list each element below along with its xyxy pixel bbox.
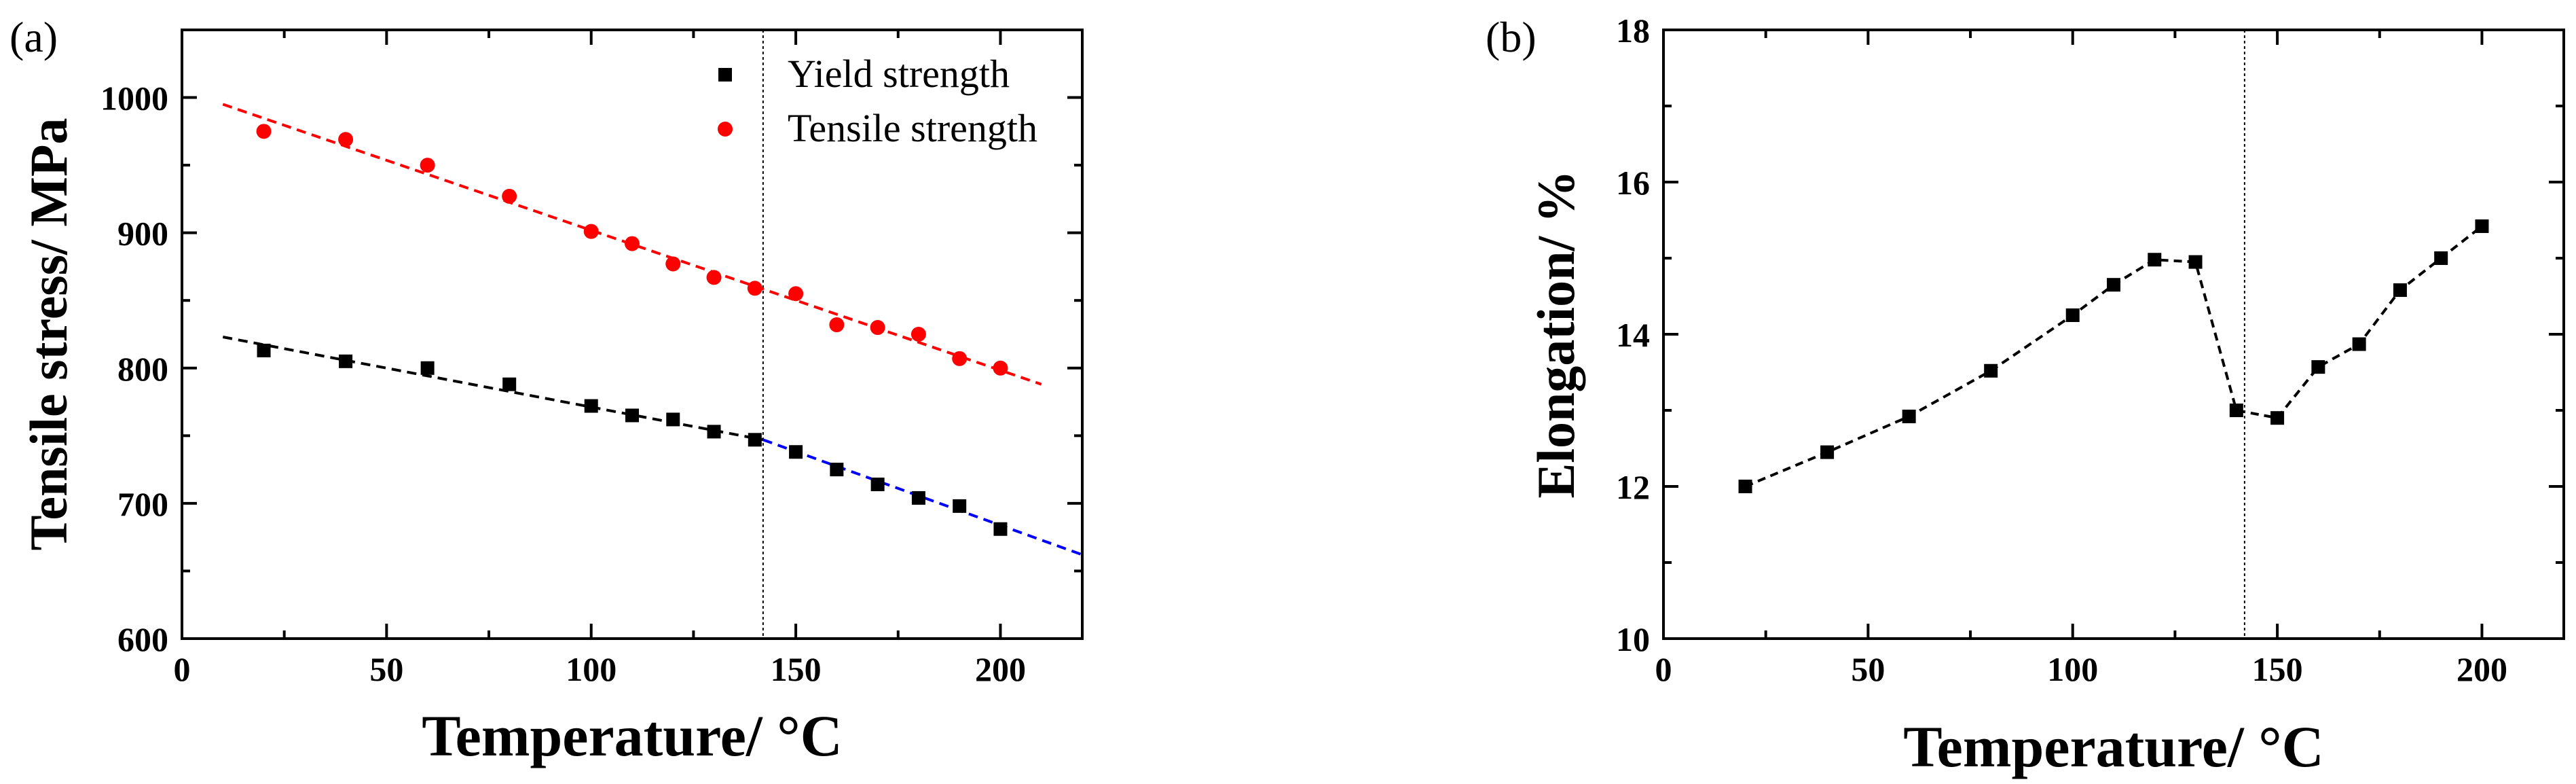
- data-point-elongation: [2434, 251, 2448, 265]
- data-point-tensile-strength: [706, 270, 722, 285]
- x-tick-label: 50: [369, 650, 403, 688]
- x-tick-label: 200: [975, 650, 1026, 688]
- data-point-yield-strength: [257, 343, 271, 357]
- data-point-elongation: [2229, 404, 2243, 417]
- data-point-elongation: [2188, 255, 2203, 269]
- y-tick-label: 800: [117, 350, 168, 388]
- data-point-tensile-strength: [625, 236, 640, 251]
- y-tick-label: 1000: [100, 79, 168, 118]
- y-tick-label: 900: [117, 215, 168, 253]
- plot-frame: [1662, 29, 2565, 640]
- y-tick-label: 10: [1616, 620, 1650, 658]
- y-tick-label: 16: [1616, 164, 1650, 202]
- panel-b-elongation-chart: 0 50 100 150 200 10 12 14 16 18 Temperature/ °C Elo…: [1486, 12, 2565, 779]
- data-point-tensile-strength: [420, 158, 435, 173]
- data-point-yield-strength: [339, 354, 353, 368]
- y-tick-label: 12: [1616, 468, 1650, 506]
- x-tick-label: 100: [566, 650, 617, 688]
- panel-a-tensile-stress-chart: 0 50 100 150 200 600 700 800 900 1000 Temperature/…: [10, 13, 1084, 768]
- x-tick-label: 150: [2252, 650, 2303, 688]
- data-point-yield-strength: [420, 361, 435, 375]
- x-tick-label: 50: [1851, 650, 1885, 688]
- data-point-yield-strength: [625, 408, 639, 423]
- panel-label: (a): [10, 13, 58, 61]
- data-point-tensile-strength: [747, 281, 762, 296]
- data-point-yield-strength: [707, 425, 721, 439]
- x-tick-label: 150: [771, 650, 822, 688]
- legend-marker: [718, 68, 732, 82]
- x-axis-label: Temperature/ °C: [1903, 714, 2324, 779]
- data-point-yield-strength: [789, 445, 803, 459]
- data-point-elongation: [2270, 411, 2285, 425]
- legend-marker: [718, 122, 733, 137]
- data-point-tensile-strength: [952, 351, 968, 366]
- y-tick-label: 18: [1616, 12, 1650, 50]
- x-tick-label: 200: [2457, 650, 2507, 688]
- data-point-tensile-strength: [665, 256, 681, 272]
- data-point-elongation: [1902, 409, 1916, 423]
- fit-line-2: [222, 103, 1042, 386]
- data-point-yield-strength: [666, 412, 680, 427]
- y-axis-label: Elongation/ %: [1526, 170, 1585, 498]
- plot-frame: [181, 29, 1084, 640]
- data-point-yield-strength: [993, 522, 1008, 536]
- data-point-tensile-strength: [788, 286, 804, 302]
- series-line: [1744, 225, 2483, 488]
- y-tick-label: 700: [117, 485, 168, 523]
- fit-line-1: [762, 438, 1083, 556]
- data-point-tensile-strength: [829, 317, 845, 333]
- data-point-yield-strength: [584, 399, 598, 413]
- data-point-yield-strength: [502, 377, 517, 391]
- x-axis-label: Temperature/ °C: [422, 703, 843, 768]
- data-point-elongation: [2065, 308, 2080, 322]
- x-tick-label: 100: [2047, 650, 2098, 688]
- data-point-tensile-strength: [256, 124, 272, 139]
- data-point-elongation: [2352, 337, 2366, 351]
- legend-entry: Yield strength: [788, 52, 1010, 96]
- data-point-yield-strength: [870, 478, 885, 492]
- data-point-yield-strength: [911, 491, 925, 505]
- data-point-elongation: [2393, 283, 2407, 298]
- data-point-elongation: [2148, 253, 2162, 267]
- y-tick-label: 14: [1616, 316, 1650, 354]
- data-point-elongation: [2475, 219, 2489, 233]
- data-point-yield-strength: [748, 433, 762, 447]
- y-tick-label: 600: [117, 620, 168, 658]
- data-point-tensile-strength: [910, 327, 926, 342]
- data-point-tensile-strength: [338, 132, 354, 147]
- data-point-yield-strength: [953, 499, 967, 513]
- data-point-elongation: [2311, 360, 2325, 374]
- legend-entry: Tensile strength: [788, 106, 1037, 150]
- data-point-elongation: [1738, 480, 1752, 493]
- panel-label: (b): [1486, 13, 1537, 61]
- data-point-tensile-strength: [502, 188, 517, 204]
- fit-line-0: [222, 336, 764, 442]
- x-tick-label: 0: [174, 650, 191, 688]
- data-point-tensile-strength: [583, 224, 599, 239]
- data-point-elongation: [1820, 445, 1835, 459]
- data-point-yield-strength: [830, 463, 844, 477]
- data-point-tensile-strength: [993, 360, 1008, 376]
- y-axis-label: Tensile stress/ MPa: [19, 118, 78, 551]
- data-point-elongation: [2107, 278, 2120, 292]
- data-point-elongation: [1984, 363, 1998, 378]
- x-tick-label: 0: [1655, 650, 1672, 688]
- data-point-tensile-strength: [870, 320, 885, 336]
